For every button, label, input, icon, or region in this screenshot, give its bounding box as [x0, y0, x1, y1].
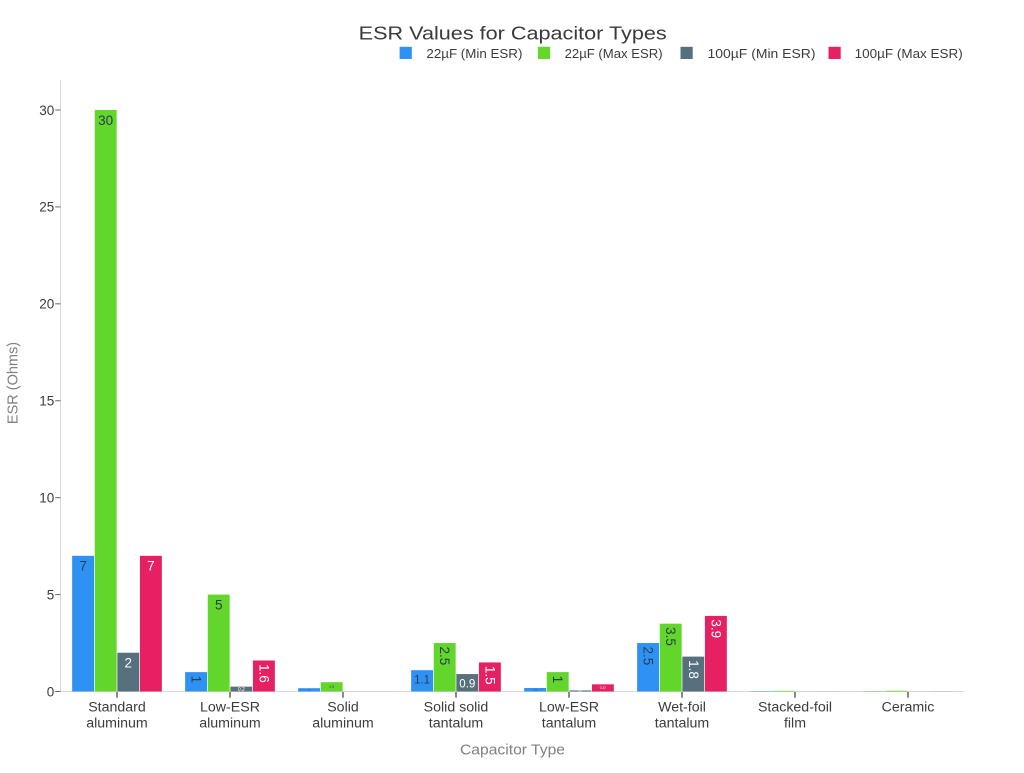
svg-text:Solid: Solid [327, 699, 359, 715]
svg-text:ESR (Ohms): ESR (Ohms) [6, 342, 22, 424]
svg-text:0.18: 0.18 [533, 689, 537, 691]
svg-text:15: 15 [39, 394, 54, 409]
svg-text:1.8: 1.8 [686, 660, 701, 679]
svg-text:Standard: Standard [88, 699, 146, 715]
svg-text:22µF (Max ESR): 22µF (Max ESR) [565, 46, 663, 61]
svg-text:3.9: 3.9 [708, 619, 723, 638]
svg-text:30: 30 [39, 103, 54, 118]
svg-text:0.2: 0.2 [238, 687, 245, 693]
svg-text:3.5: 3.5 [663, 627, 678, 646]
svg-text:100µF (Min ESR): 100µF (Min ESR) [708, 46, 816, 61]
svg-text:tantalum: tantalum [655, 715, 709, 731]
svg-text:7: 7 [147, 559, 155, 574]
svg-text:Ceramic: Ceramic [882, 699, 935, 715]
svg-text:25: 25 [39, 200, 54, 215]
svg-text:tantalum: tantalum [542, 715, 596, 731]
svg-text:22µF (Min ESR): 22µF (Min ESR) [426, 46, 522, 61]
svg-text:Solid solid: Solid solid [424, 699, 489, 715]
svg-text:2.5: 2.5 [437, 647, 452, 666]
svg-text:1: 1 [550, 676, 565, 684]
svg-text:1: 1 [189, 676, 204, 684]
svg-text:Wet-foil: Wet-foil [658, 699, 706, 715]
svg-text:20: 20 [39, 297, 54, 312]
svg-text:5: 5 [215, 597, 223, 612]
svg-text:2: 2 [125, 656, 133, 671]
svg-text:7: 7 [79, 559, 87, 574]
svg-text:0.17: 0.17 [307, 690, 311, 692]
svg-text:5: 5 [47, 587, 55, 602]
svg-text:Capacitor Type: Capacitor Type [460, 742, 565, 759]
svg-text:0.05: 0.05 [579, 691, 583, 693]
svg-text:1.5: 1.5 [482, 666, 497, 685]
svg-text:100µF (Max ESR): 100µF (Max ESR) [855, 46, 963, 61]
svg-text:0: 0 [47, 684, 55, 699]
svg-text:Low-ESR: Low-ESR [200, 699, 260, 715]
svg-text:aluminum: aluminum [86, 715, 148, 731]
svg-text:2.5: 2.5 [641, 647, 656, 666]
svg-text:10: 10 [39, 490, 54, 505]
svg-text:0.37: 0.37 [600, 686, 606, 690]
svg-text:1.1: 1.1 [414, 675, 430, 687]
svg-text:Stacked-foil: Stacked-foil [758, 699, 832, 715]
svg-text:aluminum: aluminum [199, 715, 261, 731]
svg-text:Low-ESR: Low-ESR [539, 699, 599, 715]
svg-text:ESR Values for Capacitor Types: ESR Values for Capacitor Types [359, 22, 667, 43]
svg-text:0.9: 0.9 [459, 678, 475, 690]
svg-text:tantalum: tantalum [429, 715, 483, 731]
svg-text:aluminum: aluminum [312, 715, 374, 731]
svg-text:1.6: 1.6 [256, 664, 271, 683]
svg-text:30: 30 [98, 113, 113, 128]
svg-text:0.5: 0.5 [329, 685, 334, 689]
svg-text:film: film [784, 715, 806, 731]
